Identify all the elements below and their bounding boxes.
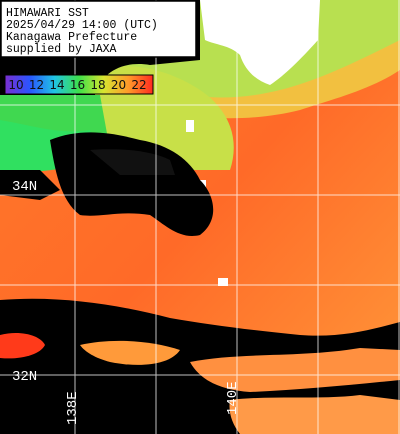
scale-label: 10 xyxy=(8,78,23,92)
latitude-label: 34N xyxy=(12,179,37,195)
grid-labels: 34N 32N 138E 140E xyxy=(12,179,241,425)
longitude-label: 138E xyxy=(65,391,81,425)
scale-label: 20 xyxy=(111,78,126,92)
header-line: Kanagawa Prefecture xyxy=(6,31,137,44)
color-scale: 10 12 14 16 18 20 22 xyxy=(4,74,154,95)
longitude-label: 140E xyxy=(225,381,241,415)
scale-label: 18 xyxy=(90,78,105,92)
scale-label: 14 xyxy=(49,78,64,92)
header-box: HIMAWARI SST 2025/04/29 14:00 (UTC) Kana… xyxy=(0,0,197,58)
latitude-label: 32N xyxy=(12,369,37,385)
header-line: HIMAWARI SST xyxy=(6,7,89,20)
header-line: supplied by JAXA xyxy=(6,43,117,56)
scale-label: 12 xyxy=(29,78,44,92)
scale-label: 16 xyxy=(70,78,85,92)
header-line: 2025/04/29 14:00 (UTC) xyxy=(6,19,158,32)
scale-label: 22 xyxy=(131,78,146,92)
